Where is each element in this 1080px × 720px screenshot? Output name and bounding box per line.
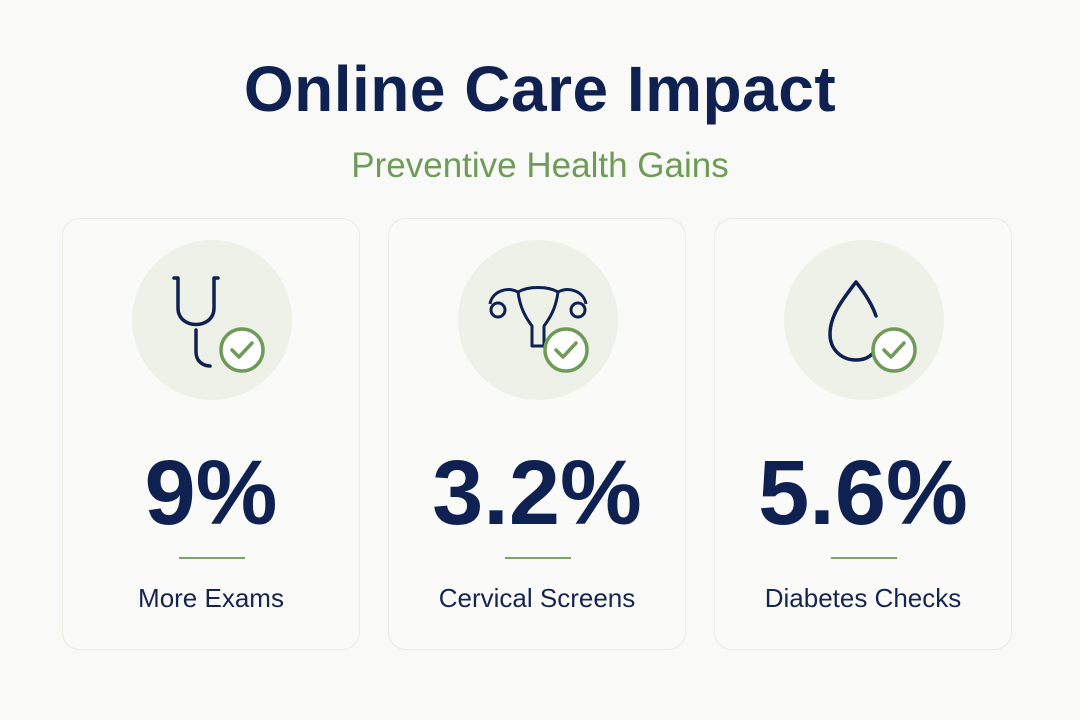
stat-card: 9% More Exams [62,218,360,650]
stat-value: 3.2% [432,442,642,544]
stat-label: More Exams [138,583,284,613]
stethoscope-icon [132,240,292,400]
stat-label: Diabetes Checks [764,583,962,613]
divider [505,557,571,559]
stat-value: 9% [144,442,278,544]
divider [831,557,897,559]
stat-label: Cervical Screens [438,583,636,613]
stat-value: 5.6% [758,442,968,544]
subtitle: Preventive Health Gains [351,146,729,185]
stat-card: 5.6% Diabetes Checks [714,218,1012,650]
droplet-icon [784,240,944,400]
title: Online Care Impact [243,53,837,125]
stat-card: 3.2% Cervical Screens [388,218,686,650]
divider [179,557,245,559]
uterus-icon [458,240,618,400]
